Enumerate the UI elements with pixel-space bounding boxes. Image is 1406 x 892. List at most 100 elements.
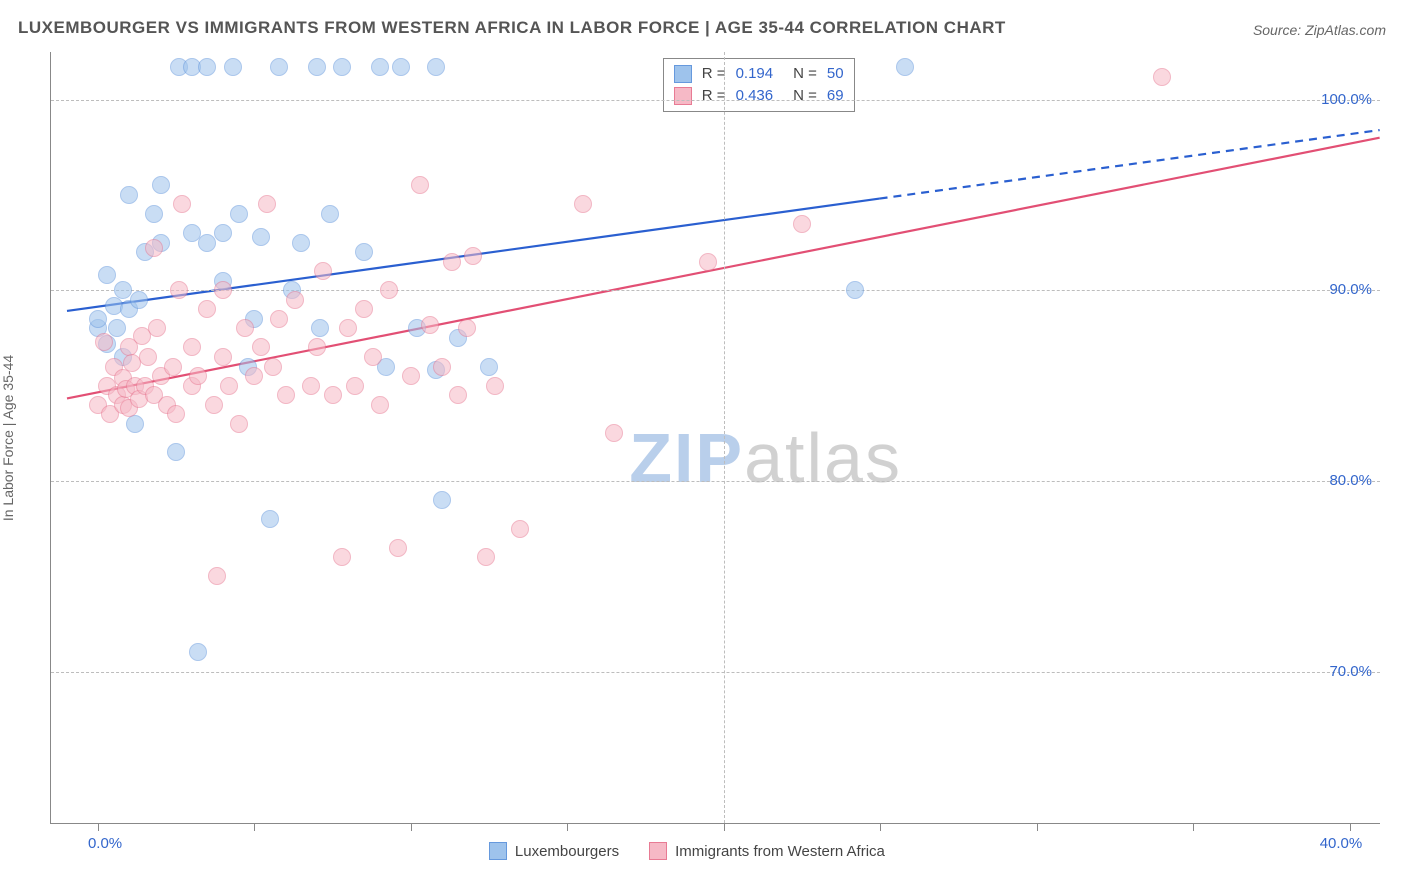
data-point bbox=[264, 358, 282, 376]
data-point bbox=[189, 643, 207, 661]
data-point bbox=[411, 176, 429, 194]
x-tick bbox=[411, 823, 412, 831]
data-point bbox=[371, 58, 389, 76]
data-point bbox=[308, 338, 326, 356]
data-point bbox=[270, 310, 288, 328]
data-point bbox=[346, 377, 364, 395]
legend-correlation: R =0.194N =50R =0.436N =69 bbox=[663, 58, 855, 112]
plot-area: ZIPatlas R =0.194N =50R =0.436N =69 70.0… bbox=[50, 52, 1380, 824]
data-point bbox=[355, 300, 373, 318]
data-point bbox=[896, 58, 914, 76]
data-point bbox=[164, 358, 182, 376]
gridline-vertical bbox=[724, 52, 726, 823]
data-point bbox=[333, 548, 351, 566]
data-point bbox=[311, 319, 329, 337]
data-point bbox=[339, 319, 357, 337]
data-point bbox=[89, 310, 107, 328]
data-point bbox=[261, 510, 279, 528]
legend-item: Luxembourgers bbox=[489, 842, 619, 860]
legend-label: Luxembourgers bbox=[515, 843, 619, 860]
data-point bbox=[145, 239, 163, 257]
data-point bbox=[167, 405, 185, 423]
data-point bbox=[333, 58, 351, 76]
data-point bbox=[145, 205, 163, 223]
data-point bbox=[95, 333, 113, 351]
legend-swatch bbox=[649, 842, 667, 860]
x-tick-label: 40.0% bbox=[1320, 823, 1363, 852]
data-point bbox=[389, 539, 407, 557]
data-point bbox=[170, 281, 188, 299]
data-point bbox=[173, 195, 191, 213]
data-point bbox=[258, 195, 276, 213]
data-point bbox=[314, 262, 332, 280]
data-point bbox=[421, 316, 439, 334]
data-point bbox=[277, 386, 295, 404]
data-point bbox=[846, 281, 864, 299]
data-point bbox=[152, 176, 170, 194]
data-point bbox=[402, 367, 420, 385]
legend-row: R =0.436N =69 bbox=[674, 85, 844, 107]
legend-swatch bbox=[674, 65, 692, 83]
gridline-horizontal bbox=[51, 100, 1380, 102]
data-point bbox=[230, 415, 248, 433]
data-point bbox=[480, 358, 498, 376]
data-point bbox=[205, 396, 223, 414]
legend-swatch bbox=[489, 842, 507, 860]
gridline-horizontal bbox=[51, 290, 1380, 292]
data-point bbox=[355, 243, 373, 261]
x-tick bbox=[567, 823, 568, 831]
data-point bbox=[511, 520, 529, 538]
data-point bbox=[220, 377, 238, 395]
data-point bbox=[371, 396, 389, 414]
data-point bbox=[458, 319, 476, 337]
source-attribution: Source: ZipAtlas.com bbox=[1253, 22, 1386, 38]
y-tick-label: 100.0% bbox=[1321, 91, 1372, 108]
x-tick bbox=[880, 823, 881, 831]
data-point bbox=[198, 300, 216, 318]
data-point bbox=[270, 58, 288, 76]
data-point bbox=[183, 338, 201, 356]
y-tick-label: 90.0% bbox=[1329, 281, 1372, 298]
data-point bbox=[433, 491, 451, 509]
data-point bbox=[486, 377, 504, 395]
legend-label: Immigrants from Western Africa bbox=[675, 843, 885, 860]
regression-lines bbox=[51, 52, 1380, 823]
data-point bbox=[214, 281, 232, 299]
data-point bbox=[464, 247, 482, 265]
x-tick bbox=[1037, 823, 1038, 831]
data-point bbox=[324, 386, 342, 404]
data-point bbox=[1153, 68, 1171, 86]
data-point bbox=[139, 348, 157, 366]
legend-swatch bbox=[674, 87, 692, 105]
data-point bbox=[699, 253, 717, 271]
data-point bbox=[252, 338, 270, 356]
data-point bbox=[214, 224, 232, 242]
legend-series: Luxembourgers Immigrants from Western Afr… bbox=[489, 842, 885, 860]
data-point bbox=[198, 58, 216, 76]
data-point bbox=[605, 424, 623, 442]
data-point bbox=[214, 348, 232, 366]
legend-row: R =0.194N =50 bbox=[674, 63, 844, 85]
data-point bbox=[292, 234, 310, 252]
chart-title: LUXEMBOURGER VS IMMIGRANTS FROM WESTERN … bbox=[18, 18, 1006, 38]
data-point bbox=[443, 253, 461, 271]
gridline-horizontal bbox=[51, 481, 1380, 483]
data-point bbox=[793, 215, 811, 233]
x-tick bbox=[254, 823, 255, 831]
y-tick-label: 80.0% bbox=[1329, 472, 1372, 489]
gridline-horizontal bbox=[51, 672, 1380, 674]
data-point bbox=[477, 548, 495, 566]
data-point bbox=[98, 266, 116, 284]
data-point bbox=[252, 228, 270, 246]
data-point bbox=[433, 358, 451, 376]
data-point bbox=[364, 348, 382, 366]
x-tick bbox=[1193, 823, 1194, 831]
data-point bbox=[130, 291, 148, 309]
data-point bbox=[230, 205, 248, 223]
legend-item: Immigrants from Western Africa bbox=[649, 842, 885, 860]
data-point bbox=[321, 205, 339, 223]
data-point bbox=[148, 319, 166, 337]
data-point bbox=[236, 319, 254, 337]
data-point bbox=[167, 443, 185, 461]
data-point bbox=[380, 281, 398, 299]
